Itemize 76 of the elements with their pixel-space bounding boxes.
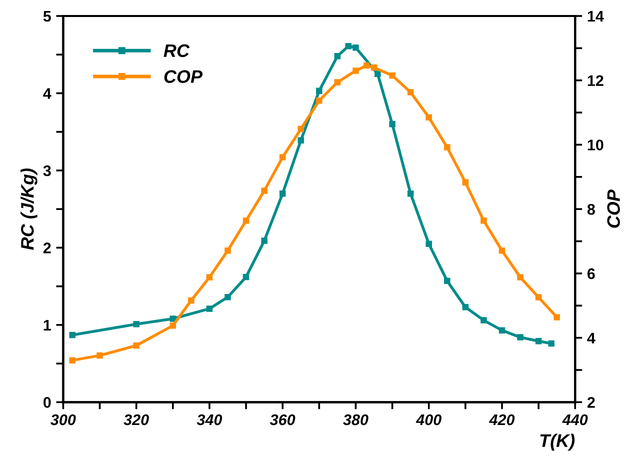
y2-tick-label: 14 (588, 11, 604, 22)
point (426, 240, 432, 247)
point (462, 304, 469, 310)
legend-label: RC (164, 44, 190, 58)
point (279, 154, 286, 160)
point (548, 340, 554, 347)
y-tick-label: 5 (43, 11, 51, 22)
point (279, 190, 286, 197)
point (133, 342, 140, 349)
x-tick-label: 400 (416, 414, 442, 426)
point (444, 144, 450, 150)
legend-label: COP (164, 70, 203, 83)
x-tick-label: 340 (196, 414, 222, 426)
point (517, 334, 524, 340)
y2-tick-label: 12 (588, 75, 604, 86)
y-axis-title: RC (J/Kg) (20, 168, 38, 250)
x-tick-label: 320 (124, 414, 149, 426)
point (298, 126, 304, 132)
point (316, 88, 322, 94)
point (298, 137, 304, 144)
point (345, 42, 352, 50)
x-tick-label: 440 (562, 414, 588, 426)
point (242, 274, 250, 280)
y2-tick-label: 4 (587, 332, 596, 344)
y-tick-label: 3 (43, 165, 51, 176)
y2-tick-label: 6 (587, 268, 595, 280)
point (334, 79, 341, 86)
point (444, 278, 450, 284)
x-tick-label: 360 (270, 414, 296, 426)
y2-axis-title: COP (607, 189, 620, 228)
point (316, 98, 322, 104)
y-tick-label: 0 (44, 397, 51, 408)
point (261, 188, 268, 194)
point (389, 72, 396, 79)
point (133, 321, 140, 328)
point (364, 62, 370, 69)
point (498, 327, 506, 334)
point (96, 352, 103, 359)
point (69, 357, 76, 364)
point (480, 317, 487, 324)
point (462, 179, 469, 186)
point (374, 70, 381, 78)
y2-tick-label: 10 (588, 140, 604, 150)
x-tick-label: 420 (488, 414, 515, 426)
x-axis-title: T(K) (540, 434, 575, 451)
point (407, 89, 414, 96)
point (370, 64, 378, 71)
point (517, 274, 524, 280)
point (224, 247, 231, 254)
point (170, 322, 176, 329)
point (426, 114, 432, 120)
point (480, 218, 487, 224)
point (188, 297, 194, 304)
point (535, 338, 542, 344)
point (389, 120, 396, 128)
point (535, 294, 542, 300)
point (261, 238, 268, 244)
point (334, 53, 341, 60)
y-tick-label: 2 (43, 242, 51, 254)
point (352, 44, 359, 51)
y-tick-label: 4 (43, 88, 52, 99)
x-tick-label: 300 (50, 414, 76, 426)
point (498, 247, 506, 254)
point (69, 332, 76, 338)
point (407, 190, 414, 197)
point (170, 316, 176, 322)
y-tick-label: 1 (44, 320, 51, 330)
y2-tick-label: 2 (587, 397, 595, 408)
point (242, 218, 250, 224)
y2-tick-label: 8 (587, 204, 595, 215)
point (206, 274, 213, 280)
point (554, 314, 560, 320)
point (224, 294, 231, 300)
point (352, 68, 359, 74)
point (206, 306, 213, 312)
x-tick-label: 380 (343, 414, 368, 426)
